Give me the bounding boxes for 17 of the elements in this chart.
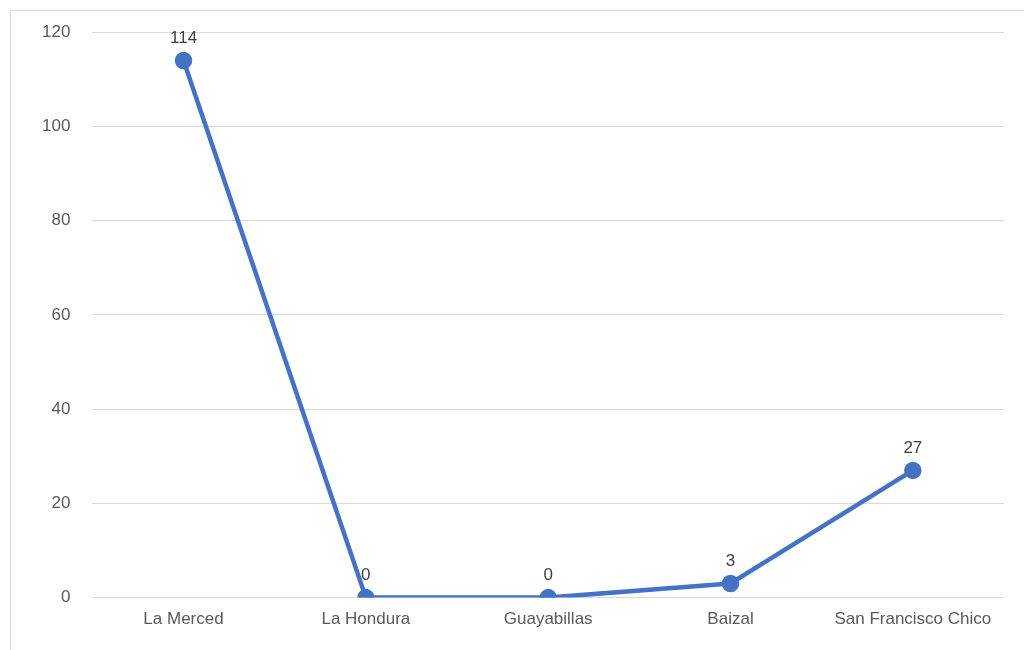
x-tick-label: La Hondura [321,609,411,629]
y-tick-label: 120 [41,21,71,41]
data-label: 3 [725,550,736,570]
data-label: 0 [361,564,371,584]
data-label: 114 [169,27,198,47]
y-tick-label: 40 [51,398,71,418]
x-tick-label: La Merced [143,609,224,629]
y-tick-label: 20 [51,493,71,513]
x-tick-label: San Francisco Chico [834,609,992,629]
y-tick-label: 80 [51,210,71,230]
y-tick-label: 60 [51,304,71,324]
data-label: 0 [543,564,553,584]
x-tick-label: Baizal [707,609,754,629]
y-tick-label: 100 [41,116,71,136]
y-tick-label: 0 [60,587,71,607]
data-label: 27 [903,437,923,457]
x-tick-label: Guayabillas [503,609,593,629]
